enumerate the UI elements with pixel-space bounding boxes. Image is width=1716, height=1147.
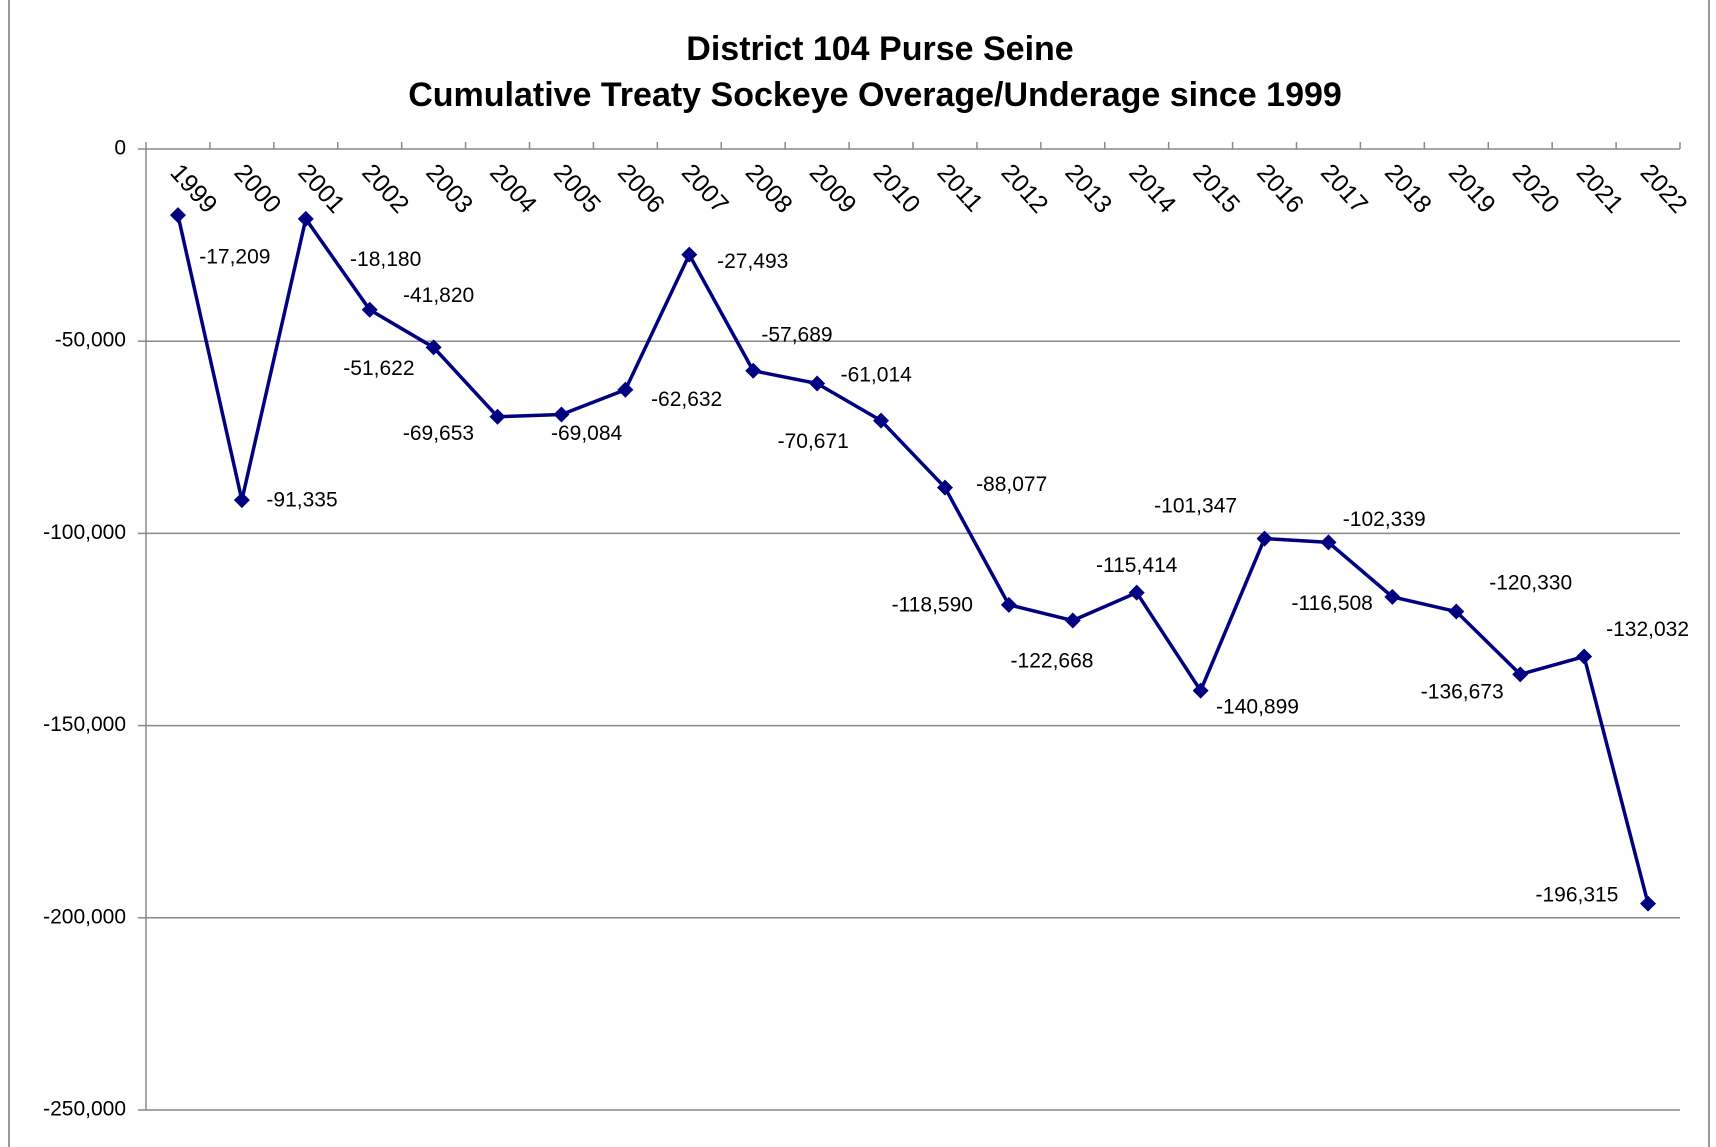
y-tick-label: 0 [114,137,126,160]
y-tick-label: -100,000 [43,521,126,544]
y-tick-label: -250,000 [43,1098,126,1121]
data-point [1640,895,1657,912]
chart-frame [8,0,1710,1147]
data-point [361,301,378,318]
data-label: -132,032 [1606,618,1689,641]
data-point [1320,534,1337,551]
y-tick-label: -200,000 [43,905,126,928]
data-label: -57,689 [761,323,832,346]
data-point [1192,682,1209,699]
data-point [489,408,506,425]
data-point [1576,648,1593,665]
data-point [936,479,953,496]
data-point [553,406,570,423]
data-point [425,339,442,356]
data-point [809,375,826,392]
y-tick-label: -50,000 [55,329,126,352]
data-label: -115,414 [1096,554,1178,577]
data-point [1384,588,1401,605]
data-label: -102,339 [1343,508,1426,531]
data-point [681,246,698,263]
data-point [1064,612,1081,629]
data-label: -118,590 [892,594,973,617]
y-tick-label: -150,000 [43,713,126,736]
data-point [1128,584,1145,601]
data-label: -116,508 [1292,592,1373,615]
data-point [617,381,634,398]
data-point [169,207,186,224]
data-label: -136,673 [1421,681,1504,704]
data-point [1448,603,1465,620]
data-label: -88,077 [976,473,1047,496]
data-label: -70,671 [778,430,849,453]
data-point [1512,666,1529,683]
data-point [1000,596,1017,613]
chart-title: District 104 Purse Seine [686,30,1073,68]
data-label: -101,347 [1154,494,1237,517]
data-label: -62,632 [651,388,722,411]
data-label: -91,335 [266,489,337,512]
data-label: -61,014 [841,363,913,386]
data-label: -51,622 [343,357,414,380]
data-label: -120,330 [1489,572,1572,595]
data-label: -140,899 [1216,696,1299,719]
data-label: -18,180 [350,248,421,271]
data-label: -122,668 [1011,650,1094,673]
chart-subtitle: Cumulative Treaty Sockeye Overage/Undera… [408,76,1342,114]
data-label: -69,084 [551,422,623,445]
data-point [873,412,890,429]
data-line [176,214,1650,905]
data-label: -17,209 [199,245,270,268]
data-label: -41,820 [403,284,474,307]
data-point [1256,530,1273,547]
data-point [297,210,314,227]
data-point [233,492,250,509]
data-label: -196,315 [1535,884,1618,907]
data-label: -69,653 [403,422,474,445]
data-point [745,362,762,379]
data-label: -27,493 [717,250,788,273]
